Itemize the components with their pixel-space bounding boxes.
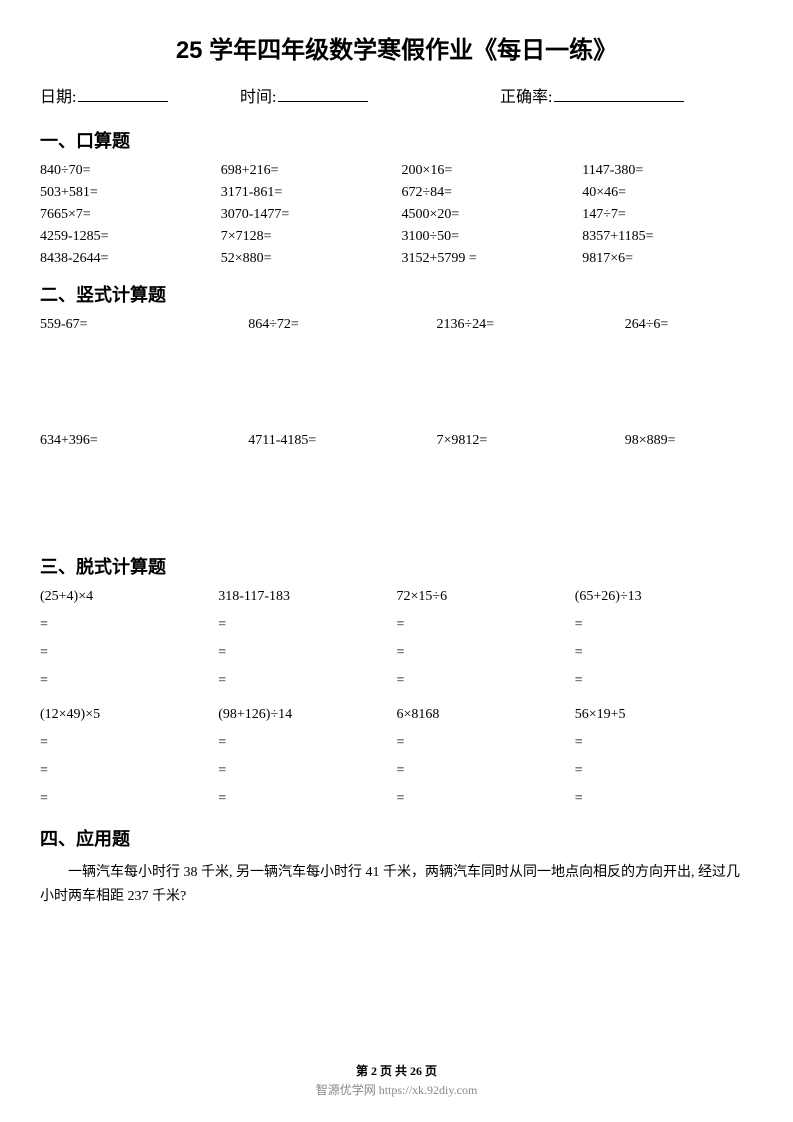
mental-math-item: 8357+1185= xyxy=(582,229,753,245)
step-calc-group: (12×49)×5===(98+126)÷14===6×8168===56×19… xyxy=(40,707,753,807)
step-calc-group: (25+4)×4===318-117-183===72×15÷6===(65+2… xyxy=(40,589,753,689)
step-calc-column: 318-117-183 = = = xyxy=(218,589,396,689)
step-calc-line: = xyxy=(575,645,753,661)
step-calc-line: = xyxy=(575,735,753,751)
page-title: 25 学年四年级数学寒假作业《每日一练》 xyxy=(40,30,753,65)
section1-grid: 840÷70= 698+216= 200×16= 1147-380= 503+581= 3… xyxy=(40,163,753,267)
step-calc-line: = xyxy=(40,617,218,633)
vertical-calc-item: 4711-4185= xyxy=(218,433,396,449)
vertical-calc-row: 559-67=864÷72=2136÷24=264÷6= xyxy=(40,317,753,333)
page-number: 第 2 页 共 26 页 xyxy=(0,1062,793,1079)
step-calc-column: (65+26)÷13 = = = xyxy=(575,589,753,689)
mental-math-item: 9817×6= xyxy=(582,251,753,267)
section3-container: (25+4)×4===318-117-183===72×15÷6===(65+2… xyxy=(40,589,753,807)
footer: 第 2 页 共 26 页 智源优学网 https://xk.92diy.com xyxy=(0,1062,793,1098)
header-row: 日期: 时间: 正确率: xyxy=(40,83,753,107)
step-calc-expression: 318-117-183 xyxy=(218,589,396,605)
mental-math-item: 52×880= xyxy=(221,251,392,267)
step-calc-line: = xyxy=(397,791,575,807)
step-calc-column: (25+4)×4 = = = xyxy=(40,589,218,689)
accuracy-label: 正确率: xyxy=(500,83,552,107)
source-link: 智源优学网 https://xk.92diy.com xyxy=(0,1081,793,1098)
mental-math-item: 698+216= xyxy=(221,163,392,179)
step-calc-line: = xyxy=(218,791,396,807)
step-calc-line: = xyxy=(218,673,396,689)
step-calc-line: = xyxy=(575,791,753,807)
step-calc-column: (12×49)×5 = = = xyxy=(40,707,218,807)
step-calc-expression: 72×15÷6 xyxy=(397,589,575,605)
step-calc-expression: (98+126)÷14 xyxy=(218,707,396,723)
mental-math-item: 3152+5799 = xyxy=(402,251,573,267)
mental-math-item: 8438-2644= xyxy=(40,251,211,267)
vertical-calc-item: 559-67= xyxy=(40,317,218,333)
step-calc-line: = xyxy=(218,763,396,779)
step-calc-line: = xyxy=(397,645,575,661)
section3-heading: 三、脱式计算题 xyxy=(40,553,753,579)
mental-math-item: 4259-1285= xyxy=(40,229,211,245)
step-calc-line: = xyxy=(40,673,218,689)
step-calc-line: = xyxy=(397,763,575,779)
step-calc-line: = xyxy=(218,735,396,751)
mental-math-item: 200×16= xyxy=(402,163,573,179)
step-calc-expression: 6×8168 xyxy=(397,707,575,723)
vertical-calc-row: 634+396=4711-4185=7×9812=98×889= xyxy=(40,433,753,449)
step-calc-column: 6×8168 = = = xyxy=(397,707,575,807)
mental-math-item: 3100÷50= xyxy=(402,229,573,245)
section4-heading: 四、应用题 xyxy=(40,825,753,851)
step-calc-line: = xyxy=(575,673,753,689)
step-calc-line: = xyxy=(575,763,753,779)
section2-container: 559-67=864÷72=2136÷24=264÷6= 634+396=4711… xyxy=(40,317,753,449)
date-field: 日期: xyxy=(40,83,240,107)
mental-math-item: 3070-1477= xyxy=(221,207,392,223)
time-field: 时间: xyxy=(240,83,500,107)
vertical-calc-item: 264÷6= xyxy=(575,317,753,333)
step-calc-line: = xyxy=(40,763,218,779)
time-blank[interactable] xyxy=(278,84,368,102)
mental-math-item: 40×46= xyxy=(582,185,753,201)
step-calc-line: = xyxy=(397,617,575,633)
step-calc-line: = xyxy=(575,617,753,633)
step-calc-expression: (25+4)×4 xyxy=(40,589,218,605)
step-calc-line: = xyxy=(40,791,218,807)
date-label: 日期: xyxy=(40,83,76,107)
mental-math-item: 503+581= xyxy=(40,185,211,201)
vertical-calc-item: 864÷72= xyxy=(218,317,396,333)
step-calc-column: 56×19+5 = = = xyxy=(575,707,753,807)
mental-math-item: 1147-380= xyxy=(582,163,753,179)
mental-math-item: 147÷7= xyxy=(582,207,753,223)
mental-math-item: 672÷84= xyxy=(402,185,573,201)
mental-math-item: 3171-861= xyxy=(221,185,392,201)
mental-math-item: 7665×7= xyxy=(40,207,211,223)
vertical-calc-item: 7×9812= xyxy=(397,433,575,449)
mental-math-item: 4500×20= xyxy=(402,207,573,223)
step-calc-column: 72×15÷6 = = = xyxy=(397,589,575,689)
vertical-calc-item: 2136÷24= xyxy=(397,317,575,333)
step-calc-line: = xyxy=(397,735,575,751)
mental-math-item: 7×7128= xyxy=(221,229,392,245)
step-calc-expression: 56×19+5 xyxy=(575,707,753,723)
section2-heading: 二、竖式计算题 xyxy=(40,281,753,307)
step-calc-line: = xyxy=(218,617,396,633)
word-problem: 一辆汽车每小时行 38 千米, 另一辆汽车每小时行 41 千米，两辆汽车同时从同… xyxy=(40,861,753,909)
step-calc-expression: (65+26)÷13 xyxy=(575,589,753,605)
mental-math-item: 840÷70= xyxy=(40,163,211,179)
section1-heading: 一、口算题 xyxy=(40,127,753,153)
accuracy-blank[interactable] xyxy=(554,84,684,102)
time-label: 时间: xyxy=(240,83,276,107)
date-blank[interactable] xyxy=(78,84,168,102)
step-calc-expression: (12×49)×5 xyxy=(40,707,218,723)
step-calc-column: (98+126)÷14 = = = xyxy=(218,707,396,807)
accuracy-field: 正确率: xyxy=(500,83,753,107)
step-calc-line: = xyxy=(40,735,218,751)
vertical-calc-item: 98×889= xyxy=(575,433,753,449)
vertical-calc-item: 634+396= xyxy=(40,433,218,449)
step-calc-line: = xyxy=(40,645,218,661)
step-calc-line: = xyxy=(218,645,396,661)
step-calc-line: = xyxy=(397,673,575,689)
